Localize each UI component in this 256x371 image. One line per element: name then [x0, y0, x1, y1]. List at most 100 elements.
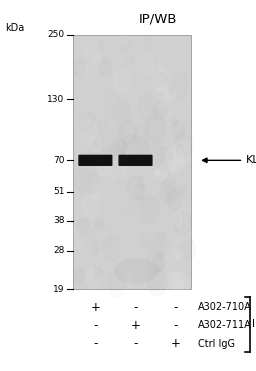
Circle shape — [140, 231, 151, 247]
Circle shape — [98, 40, 105, 51]
Circle shape — [90, 133, 105, 154]
Circle shape — [138, 177, 145, 187]
FancyBboxPatch shape — [78, 155, 112, 166]
Bar — [73, 35, 191, 289]
Circle shape — [94, 140, 99, 147]
Circle shape — [114, 68, 131, 93]
Circle shape — [153, 69, 169, 92]
Circle shape — [74, 268, 87, 286]
Text: IP/WB: IP/WB — [139, 13, 177, 26]
Circle shape — [122, 134, 142, 163]
Circle shape — [100, 58, 111, 75]
Circle shape — [154, 101, 166, 120]
Text: +: + — [171, 337, 180, 350]
Circle shape — [165, 86, 176, 101]
Text: +: + — [90, 301, 100, 314]
Text: kDa: kDa — [5, 23, 24, 33]
Text: 130: 130 — [47, 95, 65, 104]
Circle shape — [176, 251, 182, 259]
Circle shape — [124, 106, 128, 112]
Circle shape — [177, 144, 184, 154]
Ellipse shape — [114, 258, 159, 284]
Text: 70: 70 — [53, 156, 65, 165]
Circle shape — [146, 116, 166, 144]
Circle shape — [157, 232, 165, 244]
Text: 51: 51 — [53, 187, 65, 196]
Circle shape — [75, 169, 91, 193]
Circle shape — [92, 115, 96, 121]
Circle shape — [119, 120, 136, 145]
Circle shape — [157, 165, 167, 180]
Circle shape — [178, 186, 186, 197]
Text: Ctrl IgG: Ctrl IgG — [198, 339, 235, 349]
Circle shape — [90, 135, 101, 151]
Circle shape — [88, 171, 96, 182]
Text: 38: 38 — [53, 216, 65, 225]
Text: -: - — [174, 301, 178, 314]
Circle shape — [169, 74, 187, 100]
Circle shape — [169, 161, 176, 171]
Text: 28: 28 — [53, 246, 65, 255]
Circle shape — [116, 178, 120, 185]
Circle shape — [113, 102, 131, 127]
FancyBboxPatch shape — [119, 155, 153, 166]
Circle shape — [173, 273, 189, 296]
Text: -: - — [93, 337, 98, 350]
Circle shape — [154, 170, 159, 177]
Circle shape — [94, 267, 102, 278]
Circle shape — [77, 219, 89, 235]
Text: KLC1: KLC1 — [246, 155, 256, 165]
Text: +: + — [131, 319, 141, 332]
Circle shape — [166, 147, 184, 172]
Circle shape — [124, 271, 133, 284]
Circle shape — [136, 196, 144, 207]
Circle shape — [173, 140, 190, 165]
Circle shape — [180, 238, 195, 260]
Text: A302-710A: A302-710A — [198, 302, 252, 312]
Circle shape — [148, 267, 167, 296]
Circle shape — [119, 32, 129, 46]
Circle shape — [138, 93, 158, 122]
Circle shape — [163, 248, 177, 267]
Circle shape — [153, 87, 169, 109]
Circle shape — [103, 94, 121, 120]
Circle shape — [83, 194, 99, 218]
Circle shape — [135, 125, 149, 146]
Circle shape — [93, 54, 101, 65]
Circle shape — [160, 178, 177, 204]
Circle shape — [93, 247, 99, 256]
Text: IP: IP — [252, 319, 256, 329]
Circle shape — [114, 134, 119, 141]
Text: -: - — [174, 319, 178, 332]
Circle shape — [170, 84, 176, 93]
Circle shape — [129, 56, 134, 63]
Circle shape — [171, 117, 177, 126]
Circle shape — [79, 112, 93, 132]
Circle shape — [111, 139, 127, 161]
Circle shape — [164, 185, 174, 200]
Circle shape — [127, 175, 144, 200]
Circle shape — [181, 71, 186, 78]
Circle shape — [101, 149, 110, 161]
Circle shape — [174, 211, 191, 236]
Circle shape — [145, 112, 164, 140]
Text: -: - — [93, 319, 98, 332]
Circle shape — [140, 196, 159, 224]
Circle shape — [119, 54, 124, 61]
Circle shape — [98, 119, 108, 134]
Circle shape — [133, 137, 148, 158]
Circle shape — [151, 231, 170, 258]
Circle shape — [144, 145, 149, 153]
Circle shape — [98, 159, 111, 177]
Circle shape — [173, 121, 185, 139]
Circle shape — [177, 221, 192, 243]
Circle shape — [95, 217, 104, 231]
Circle shape — [116, 140, 126, 155]
Circle shape — [165, 272, 183, 297]
Circle shape — [82, 36, 97, 57]
Text: A302-711A: A302-711A — [198, 321, 252, 331]
Text: -: - — [133, 337, 138, 350]
Text: 250: 250 — [47, 30, 65, 39]
Text: 19: 19 — [53, 285, 65, 293]
Circle shape — [167, 191, 180, 210]
